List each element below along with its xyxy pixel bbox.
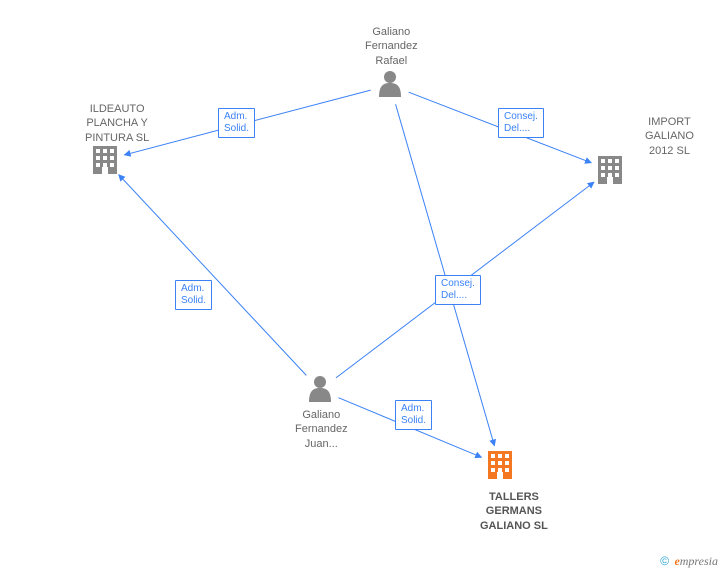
edge (119, 175, 307, 376)
person-icon[interactable] (309, 376, 331, 402)
node-label: TALLERS GERMANS GALIANO SL (480, 490, 548, 533)
person-icon[interactable] (379, 71, 401, 97)
node-label: Galiano Fernandez Rafael (365, 25, 418, 68)
edge-label: Adm. Solid. (395, 400, 432, 430)
node-label: IMPORT GALIANO 2012 SL (645, 115, 694, 158)
company-icon[interactable] (93, 146, 117, 174)
copyright-symbol: © (660, 554, 669, 568)
edge-label: Consej. Del.... (435, 275, 481, 305)
node-label: ILDEAUTO PLANCHA Y PINTURA SL (85, 102, 149, 145)
edge-label: Adm. Solid. (175, 280, 212, 310)
edge-label: Consej. Del.... (498, 108, 544, 138)
edge-label: Adm. Solid. (218, 108, 255, 138)
company-icon[interactable] (488, 451, 512, 479)
brand-rest: mpresia (680, 554, 718, 568)
node-label: Galiano Fernandez Juan... (295, 408, 348, 451)
footer-attribution: © empresia (660, 554, 718, 569)
network-diagram (0, 0, 728, 575)
company-icon[interactable] (598, 156, 622, 184)
